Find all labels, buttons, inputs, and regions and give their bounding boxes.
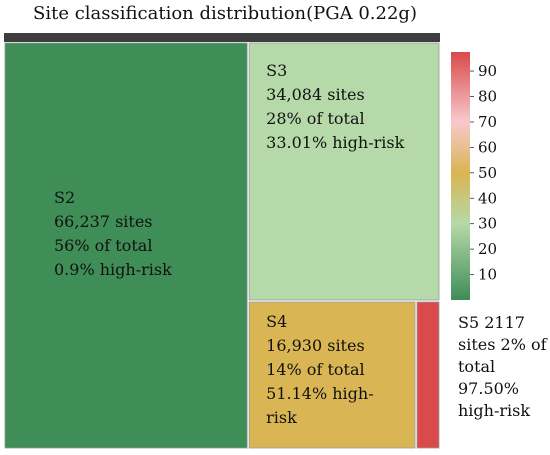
cell-label-s5: S5 2117 sites 2% of total 97.50% high-ri… <box>458 312 548 422</box>
cell-label-s2-line: 0.9% high-risk <box>54 260 172 279</box>
colorbar-tick-label: 30 <box>478 215 497 233</box>
colorbar-tick-label: 70 <box>478 113 497 131</box>
cell-label-s3: S3 34,084 sites 28% of total 33.01% high-ri… <box>266 61 404 152</box>
cell-label-s4-line: 16,930 sites <box>266 336 365 355</box>
colorbar-tick-label: 90 <box>478 62 497 80</box>
colorbar <box>451 52 470 300</box>
cell-label-s3-line: 34,084 sites <box>266 85 365 104</box>
colorbar-tick-label: 20 <box>478 240 497 258</box>
s5-line-4: 97.50% <box>458 379 520 398</box>
cell-label-s2-line: S2 <box>54 188 75 207</box>
colorbar-tick-label: 60 <box>478 138 497 156</box>
s5-line-1: S5 2117 <box>458 313 525 332</box>
chart-title: Site classification distribution(PGA 0.2… <box>33 3 417 24</box>
cell-label-s3-line: 28% of total <box>266 109 364 128</box>
colorbar-tick-label: 80 <box>478 88 497 106</box>
cell-label-s2: S2 66,237 sites 56% of total 0.9% high-risk <box>54 188 172 279</box>
cell-label-s4-line: 14% of total <box>266 360 364 379</box>
treemap-header-bar <box>4 33 440 42</box>
treemap-cell-s5 <box>416 301 440 449</box>
cell-label-s2-line: 56% of total <box>54 236 152 255</box>
s5-line-3: total <box>458 357 496 376</box>
s5-line-2: sites 2% of <box>458 335 547 354</box>
colorbar-tick-label: 10 <box>478 266 497 284</box>
cell-label-s4-line: 51.14% high- <box>266 384 373 403</box>
cell-label-s4: S4 16,930 sites 14% of total 51.14% high-ri… <box>266 312 373 427</box>
cell-label-s4-line: risk <box>266 408 297 427</box>
s5-line-5: high-risk <box>458 401 531 420</box>
cell-label-s3-line: S3 <box>266 61 287 80</box>
cell-label-s3-line: 33.01% high-risk <box>266 133 404 152</box>
colorbar-tick-label: 40 <box>478 189 497 207</box>
colorbar-tick-label: 50 <box>478 164 497 182</box>
treemap-cell-s3 <box>248 42 440 301</box>
treemap-cell-s2 <box>4 42 248 449</box>
cell-label-s2-line: 66,237 sites <box>54 212 153 231</box>
treemap-cell-s4 <box>248 301 416 449</box>
cell-label-s4-line: S4 <box>266 312 287 331</box>
